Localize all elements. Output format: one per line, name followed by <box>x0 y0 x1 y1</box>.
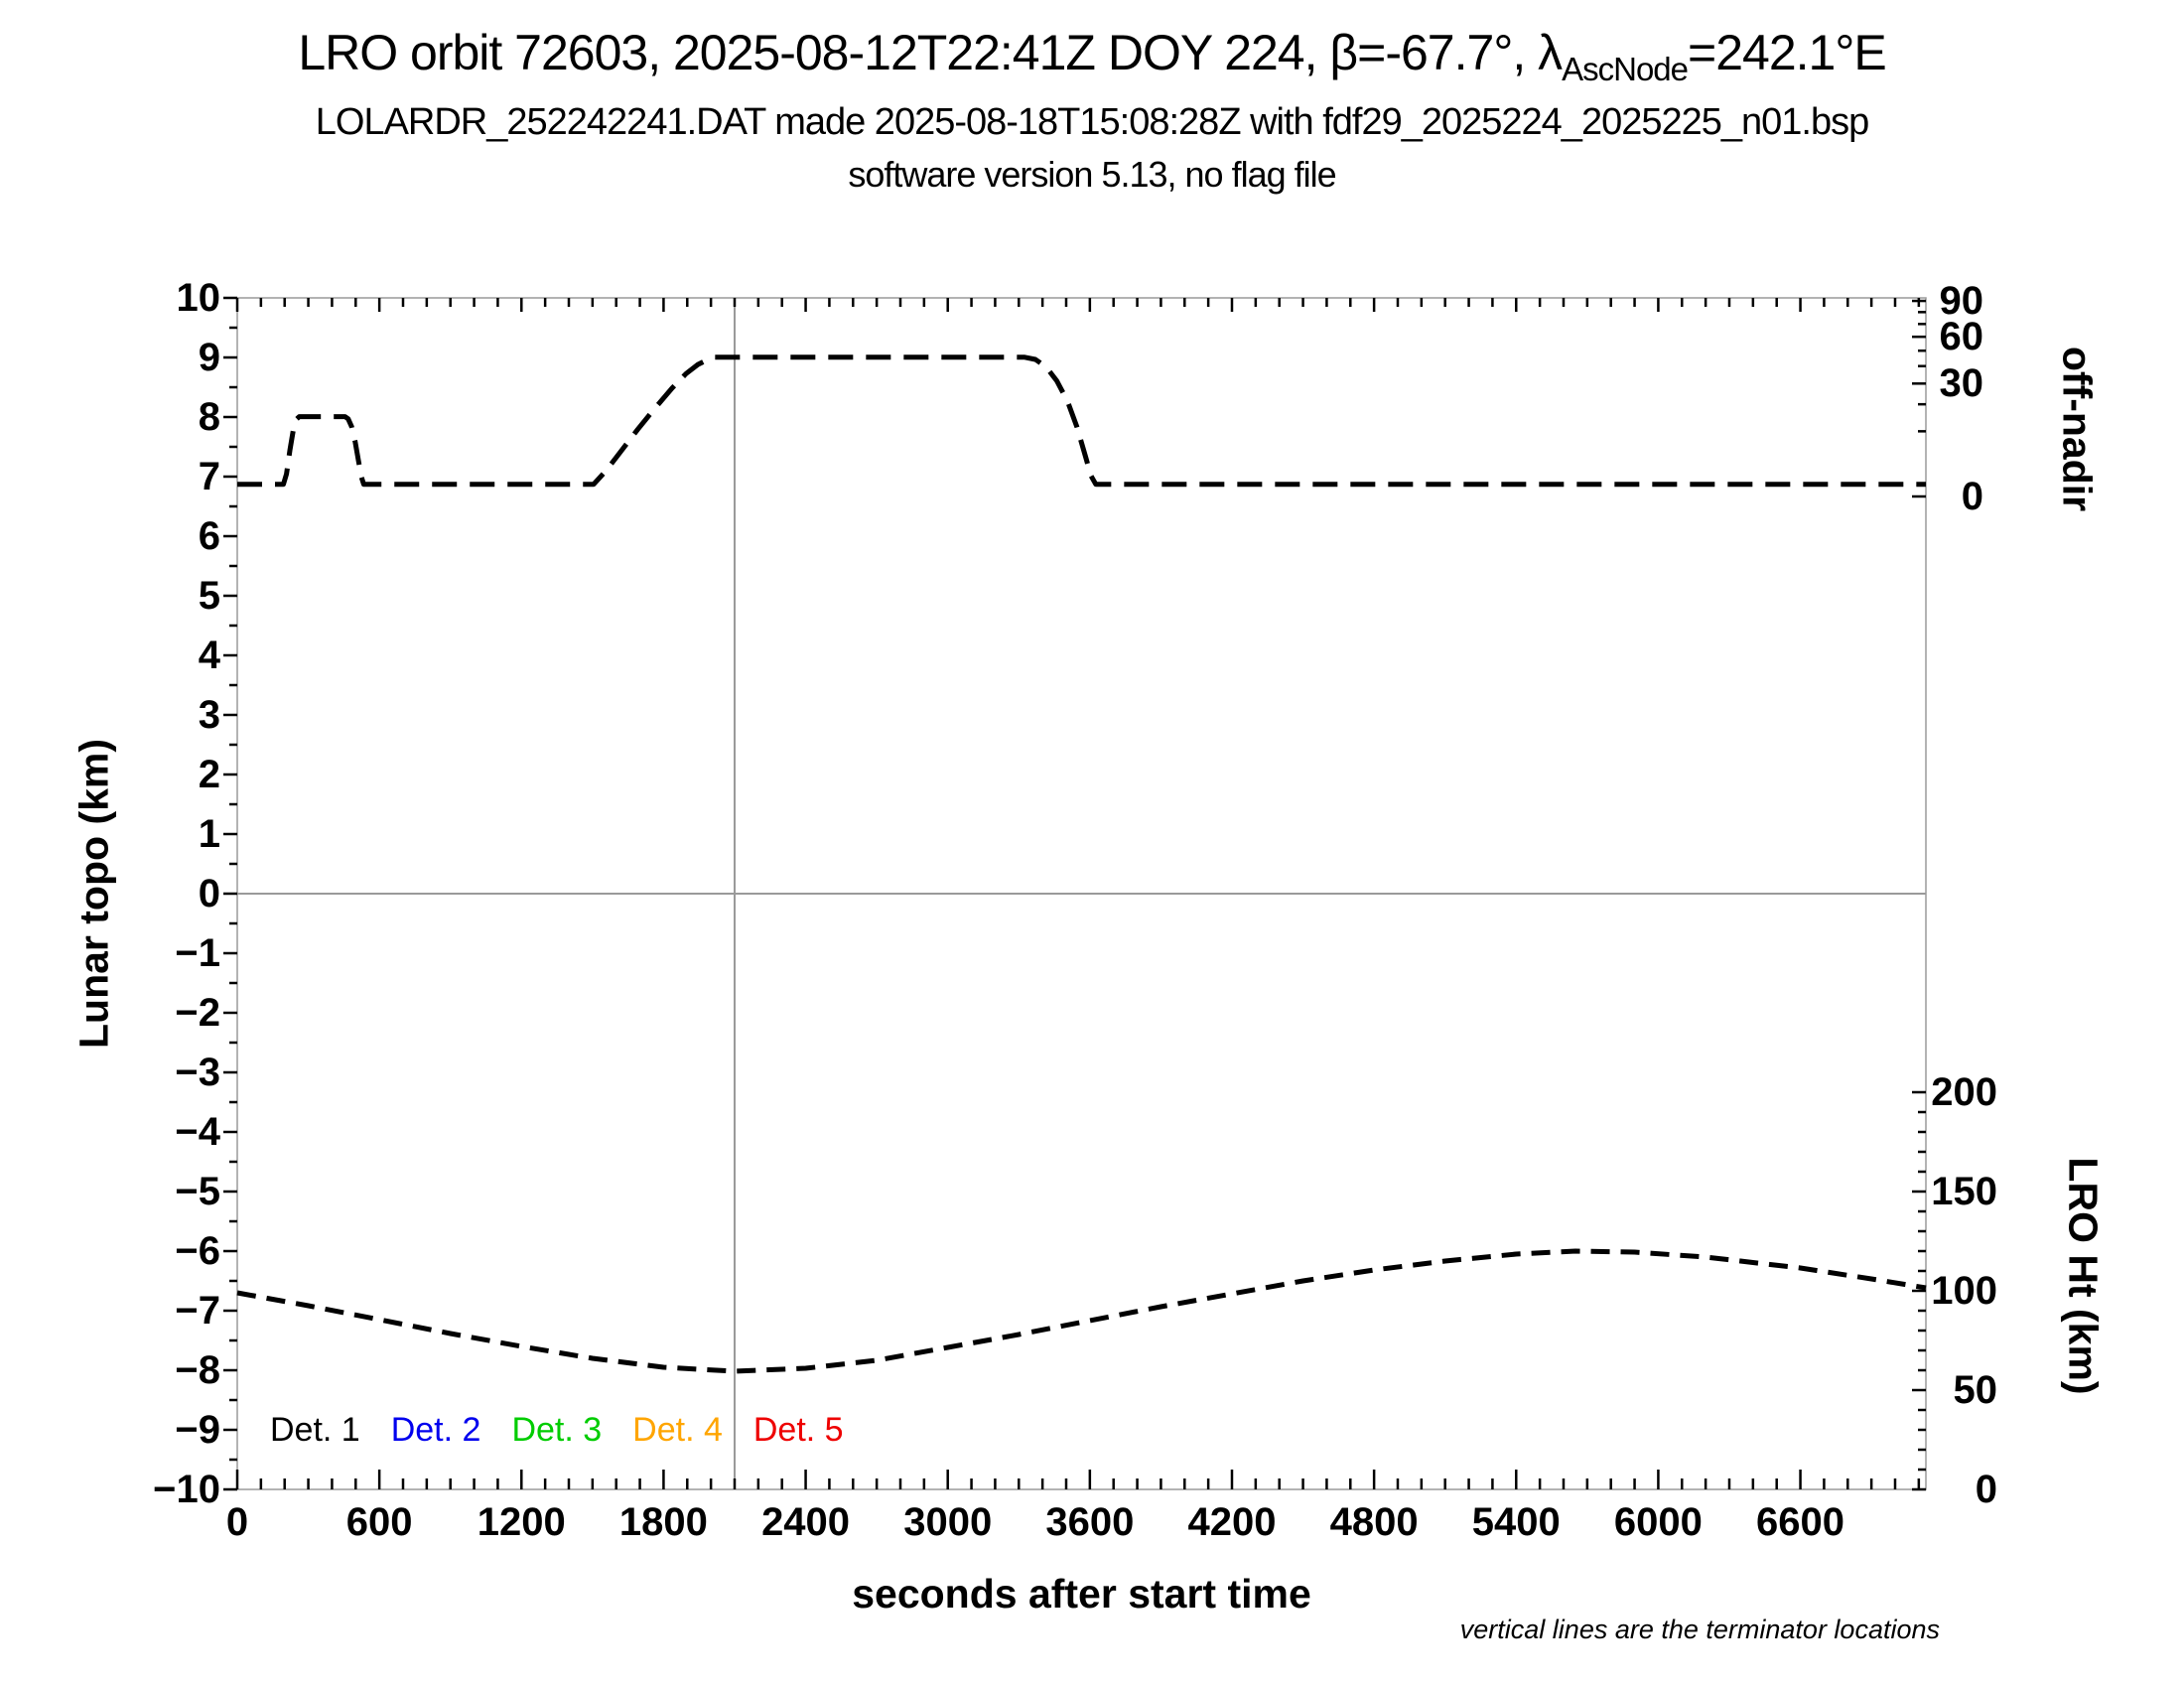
x-tick-label: 5400 <box>1471 1500 1561 1544</box>
page-title-main: LRO orbit 72603, 2025-08-12T22:41Z DOY 2… <box>298 25 1563 80</box>
subtitle-file-info: LOLARDR_252242241.DAT made 2025-08-18T15… <box>315 101 1870 143</box>
subtitle-software-version: software version 5.13, no flag file <box>848 154 1336 195</box>
x-tick-label: 2400 <box>761 1500 851 1544</box>
x-tick-label: 3600 <box>1045 1500 1135 1544</box>
lro-ht-tick-label: 100 <box>1931 1269 1997 1313</box>
x-tick-label: 600 <box>345 1500 413 1544</box>
legend-item-det-5: Det. 5 <box>752 1411 844 1449</box>
off-nadir-curve <box>237 354 1926 488</box>
y-left-tick-label: −1 <box>175 931 220 975</box>
y-left-tick-label: −3 <box>175 1051 220 1094</box>
x-axis-title: seconds after start time <box>852 1571 1311 1617</box>
off-nadir-tick-label: 30 <box>1939 361 1984 406</box>
x-tick-label: 6000 <box>1613 1500 1703 1544</box>
y-left-tick-label: −7 <box>175 1289 220 1333</box>
x-tick-label: 1200 <box>477 1500 566 1544</box>
off-nadir-tick-label: 60 <box>1939 315 1984 359</box>
y-left-tick-label: −8 <box>175 1348 220 1392</box>
legend-item-det-4: Det. 4 <box>632 1411 723 1449</box>
y-axis-offnadir-title: off-nadir <box>2054 346 2101 512</box>
lro-ht-tick-label: 200 <box>1931 1070 1997 1114</box>
y-axis-lro-ht-title: LRO Ht (km) <box>2060 1157 2107 1395</box>
terminator-footnote: vertical lines are the terminator locati… <box>1459 1615 1940 1644</box>
detector-legend: Det. 1 Det. 2 Det. 3 Det. 4 Det. 5 <box>270 1410 844 1450</box>
y-left-tick-label: −5 <box>175 1170 220 1213</box>
x-tick-label: 1800 <box>618 1500 708 1544</box>
y-left-tick-label: 4 <box>198 633 220 677</box>
y-left-tick-label: −9 <box>175 1408 220 1452</box>
y-left-tick-label: −2 <box>175 991 220 1035</box>
y-left-tick-label: 7 <box>198 455 220 498</box>
page-title-suffix: =242.1°E <box>1688 25 1887 80</box>
page-title: LRO orbit 72603, 2025-08-12T22:41Z DOY 2… <box>0 24 2184 88</box>
x-tick-label: 4200 <box>1187 1500 1277 1544</box>
y-left-tick-label: 0 <box>198 872 220 915</box>
off-nadir-tick-label: 0 <box>1961 475 1983 518</box>
y-left-tick-label: 5 <box>198 574 220 618</box>
y-left-tick-label: 8 <box>198 395 220 439</box>
y-left-tick-label: 10 <box>176 276 221 320</box>
y-left-tick-label: 6 <box>198 514 220 558</box>
y-left-tick-label: 3 <box>198 693 220 737</box>
x-tick-label: 6600 <box>1756 1500 1845 1544</box>
off-nadir-tick-label: 90 <box>1939 279 1984 324</box>
x-tick-label: 3000 <box>903 1500 993 1544</box>
legend-item-det-1: Det. 1 <box>270 1411 360 1449</box>
x-tick-label: 0 <box>225 1500 249 1544</box>
lro-ht-tick-label: 0 <box>1975 1468 1997 1511</box>
lro-ht-tick-label: 150 <box>1931 1170 1997 1213</box>
y-left-tick-label: 1 <box>198 812 220 856</box>
lro-ht-tick-label: 50 <box>1953 1368 1998 1412</box>
lro-height-curve <box>236 1248 1927 1374</box>
x-tick-label: 4800 <box>1329 1500 1419 1544</box>
legend-item-det-2: Det. 2 <box>390 1411 481 1449</box>
y-left-tick-label: 2 <box>198 753 220 796</box>
page-title-subscript: AscNode <box>1562 51 1689 87</box>
y-axis-left-title: Lunar topo (km) <box>70 738 117 1050</box>
legend-item-det-3: Det. 3 <box>511 1411 603 1449</box>
y-left-tick-label: 9 <box>198 336 220 379</box>
y-left-tick-label: −4 <box>175 1110 220 1154</box>
y-left-tick-label: −6 <box>175 1229 220 1273</box>
y-left-tick-label: −10 <box>153 1468 220 1511</box>
